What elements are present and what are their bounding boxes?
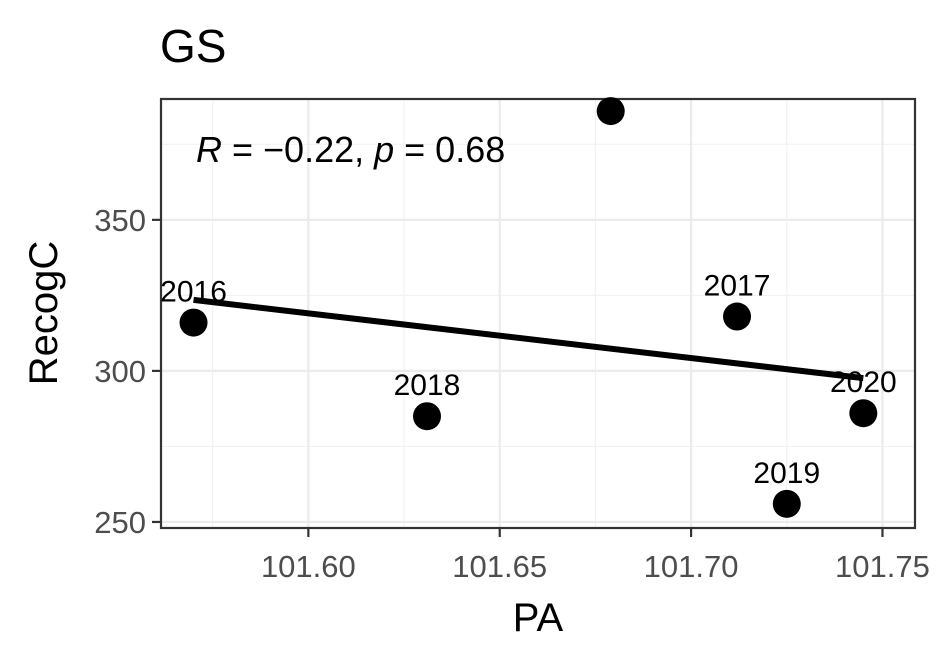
plot-panel-border <box>159 97 917 530</box>
chart-title: GS <box>160 20 226 72</box>
y-axis-title: RecogC <box>22 241 66 386</box>
y-tick-label: 300 <box>94 354 146 389</box>
correlation-annotation: R = −0.22, p = 0.68 <box>196 129 505 170</box>
y-tick-label: 250 <box>94 505 146 540</box>
x-tick-label: 101.70 <box>644 549 739 584</box>
regression-line-group <box>193 296 864 382</box>
data-point <box>723 302 752 331</box>
r-value-text: = −0.22, <box>222 129 374 170</box>
point-label: 2017 <box>704 270 771 303</box>
data-point <box>849 399 878 428</box>
x-axis-title: PA <box>513 596 564 640</box>
y-tick-label: 350 <box>94 203 146 238</box>
r-symbol: R <box>196 129 222 170</box>
x-tick-label: 101.75 <box>835 549 930 584</box>
point-label: 2016 <box>160 276 227 309</box>
data-point <box>179 308 208 337</box>
point-label: 2018 <box>394 369 461 402</box>
data-point <box>772 489 801 518</box>
x-tick-label: 101.60 <box>261 549 356 584</box>
p-value-text: = 0.68 <box>394 129 505 170</box>
axis-ticks: 101.60 101.65 101.70 101.75 250 300 350 <box>94 203 930 584</box>
data-point <box>596 97 625 126</box>
data-points <box>179 97 878 518</box>
regression-line <box>193 296 864 382</box>
x-tick-label: 101.65 <box>452 549 547 584</box>
data-point <box>413 402 442 431</box>
point-label: 2019 <box>753 457 820 490</box>
p-symbol: p <box>373 129 394 170</box>
point-label: 2020 <box>830 366 897 399</box>
point-labels: 2016 2017 2018 2019 2020 <box>160 270 897 490</box>
